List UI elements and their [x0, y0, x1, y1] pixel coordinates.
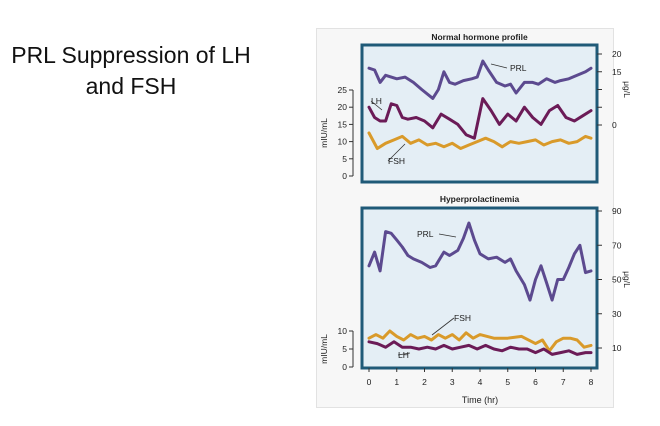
left-tick-label: 10 [338, 137, 348, 147]
series-fsh-line [367, 131, 593, 150]
slide-title-line-1: PRL Suppression of LH [11, 42, 251, 68]
right-axis-label: μg/L [622, 81, 632, 98]
x-tick-label: 7 [561, 377, 566, 387]
lh-series-label: LH [371, 96, 382, 106]
fsh-leader-line [387, 143, 406, 162]
prl-series-label: PRL [510, 63, 527, 73]
x-axis-label: Time (hr) [462, 395, 498, 405]
x-tick-label: 0 [367, 377, 372, 387]
left-tick-label: 20 [338, 102, 348, 112]
right-tick-label: 10 [612, 343, 622, 353]
prl-leader-line [438, 233, 457, 238]
x-tick-label: 6 [533, 377, 538, 387]
left-axis-label: mIU/mL [319, 334, 329, 364]
normal-profile-panel: Normal hormone profile 0 5 10 15 20 25 mIU/mL 0 1… [319, 32, 632, 184]
series-prl-line [367, 59, 593, 100]
left-tick-label: 25 [338, 85, 348, 95]
series-lh-line [367, 97, 593, 140]
x-tick-label: 5 [505, 377, 510, 387]
left-tick-label: 0 [342, 362, 347, 372]
fsh-series-label: FSH [388, 156, 405, 166]
right-tick-label: 0 [612, 120, 617, 130]
right-tick-label: 20 [612, 49, 622, 59]
series-prl-line [367, 221, 593, 302]
series-lh-line [367, 340, 593, 356]
right-axis-label: μg/L [622, 271, 632, 288]
x-tick-label: 8 [589, 377, 594, 387]
left-tick-label: 0 [342, 171, 347, 181]
x-tick-label: 4 [478, 377, 483, 387]
fsh-leader-line [431, 317, 455, 336]
right-tick-label: 90 [612, 206, 622, 216]
x-tick-label: 2 [422, 377, 427, 387]
left-tick-label: 5 [342, 344, 347, 354]
fsh-series-label: FSH [454, 313, 471, 323]
prl-series-label: PRL [417, 229, 434, 239]
slide-title: PRL Suppression of LH and FSH [0, 40, 262, 102]
lh-leader-line [370, 100, 383, 111]
right-tick-label: 50 [612, 275, 622, 285]
left-tick-label: 5 [342, 154, 347, 164]
lh-series-label: LH [398, 350, 409, 360]
right-tick-label: 70 [612, 240, 622, 250]
series-fsh-line [367, 329, 593, 353]
panel-title: Hyperprolactinemia [440, 194, 520, 204]
slide-title-line-2: and FSH [85, 73, 177, 99]
prl-leader-line [490, 63, 508, 69]
x-tick-label: 1 [394, 377, 399, 387]
right-tick-label: 15 [612, 67, 622, 77]
panel-title: Normal hormone profile [431, 32, 528, 42]
lh-leader-line [397, 352, 411, 356]
x-tick-label: 3 [450, 377, 455, 387]
left-tick-label: 15 [338, 119, 348, 129]
left-axis-label: mIU/mL [319, 118, 329, 148]
right-tick-label: 30 [612, 309, 622, 319]
left-tick-label: 10 [338, 326, 348, 336]
